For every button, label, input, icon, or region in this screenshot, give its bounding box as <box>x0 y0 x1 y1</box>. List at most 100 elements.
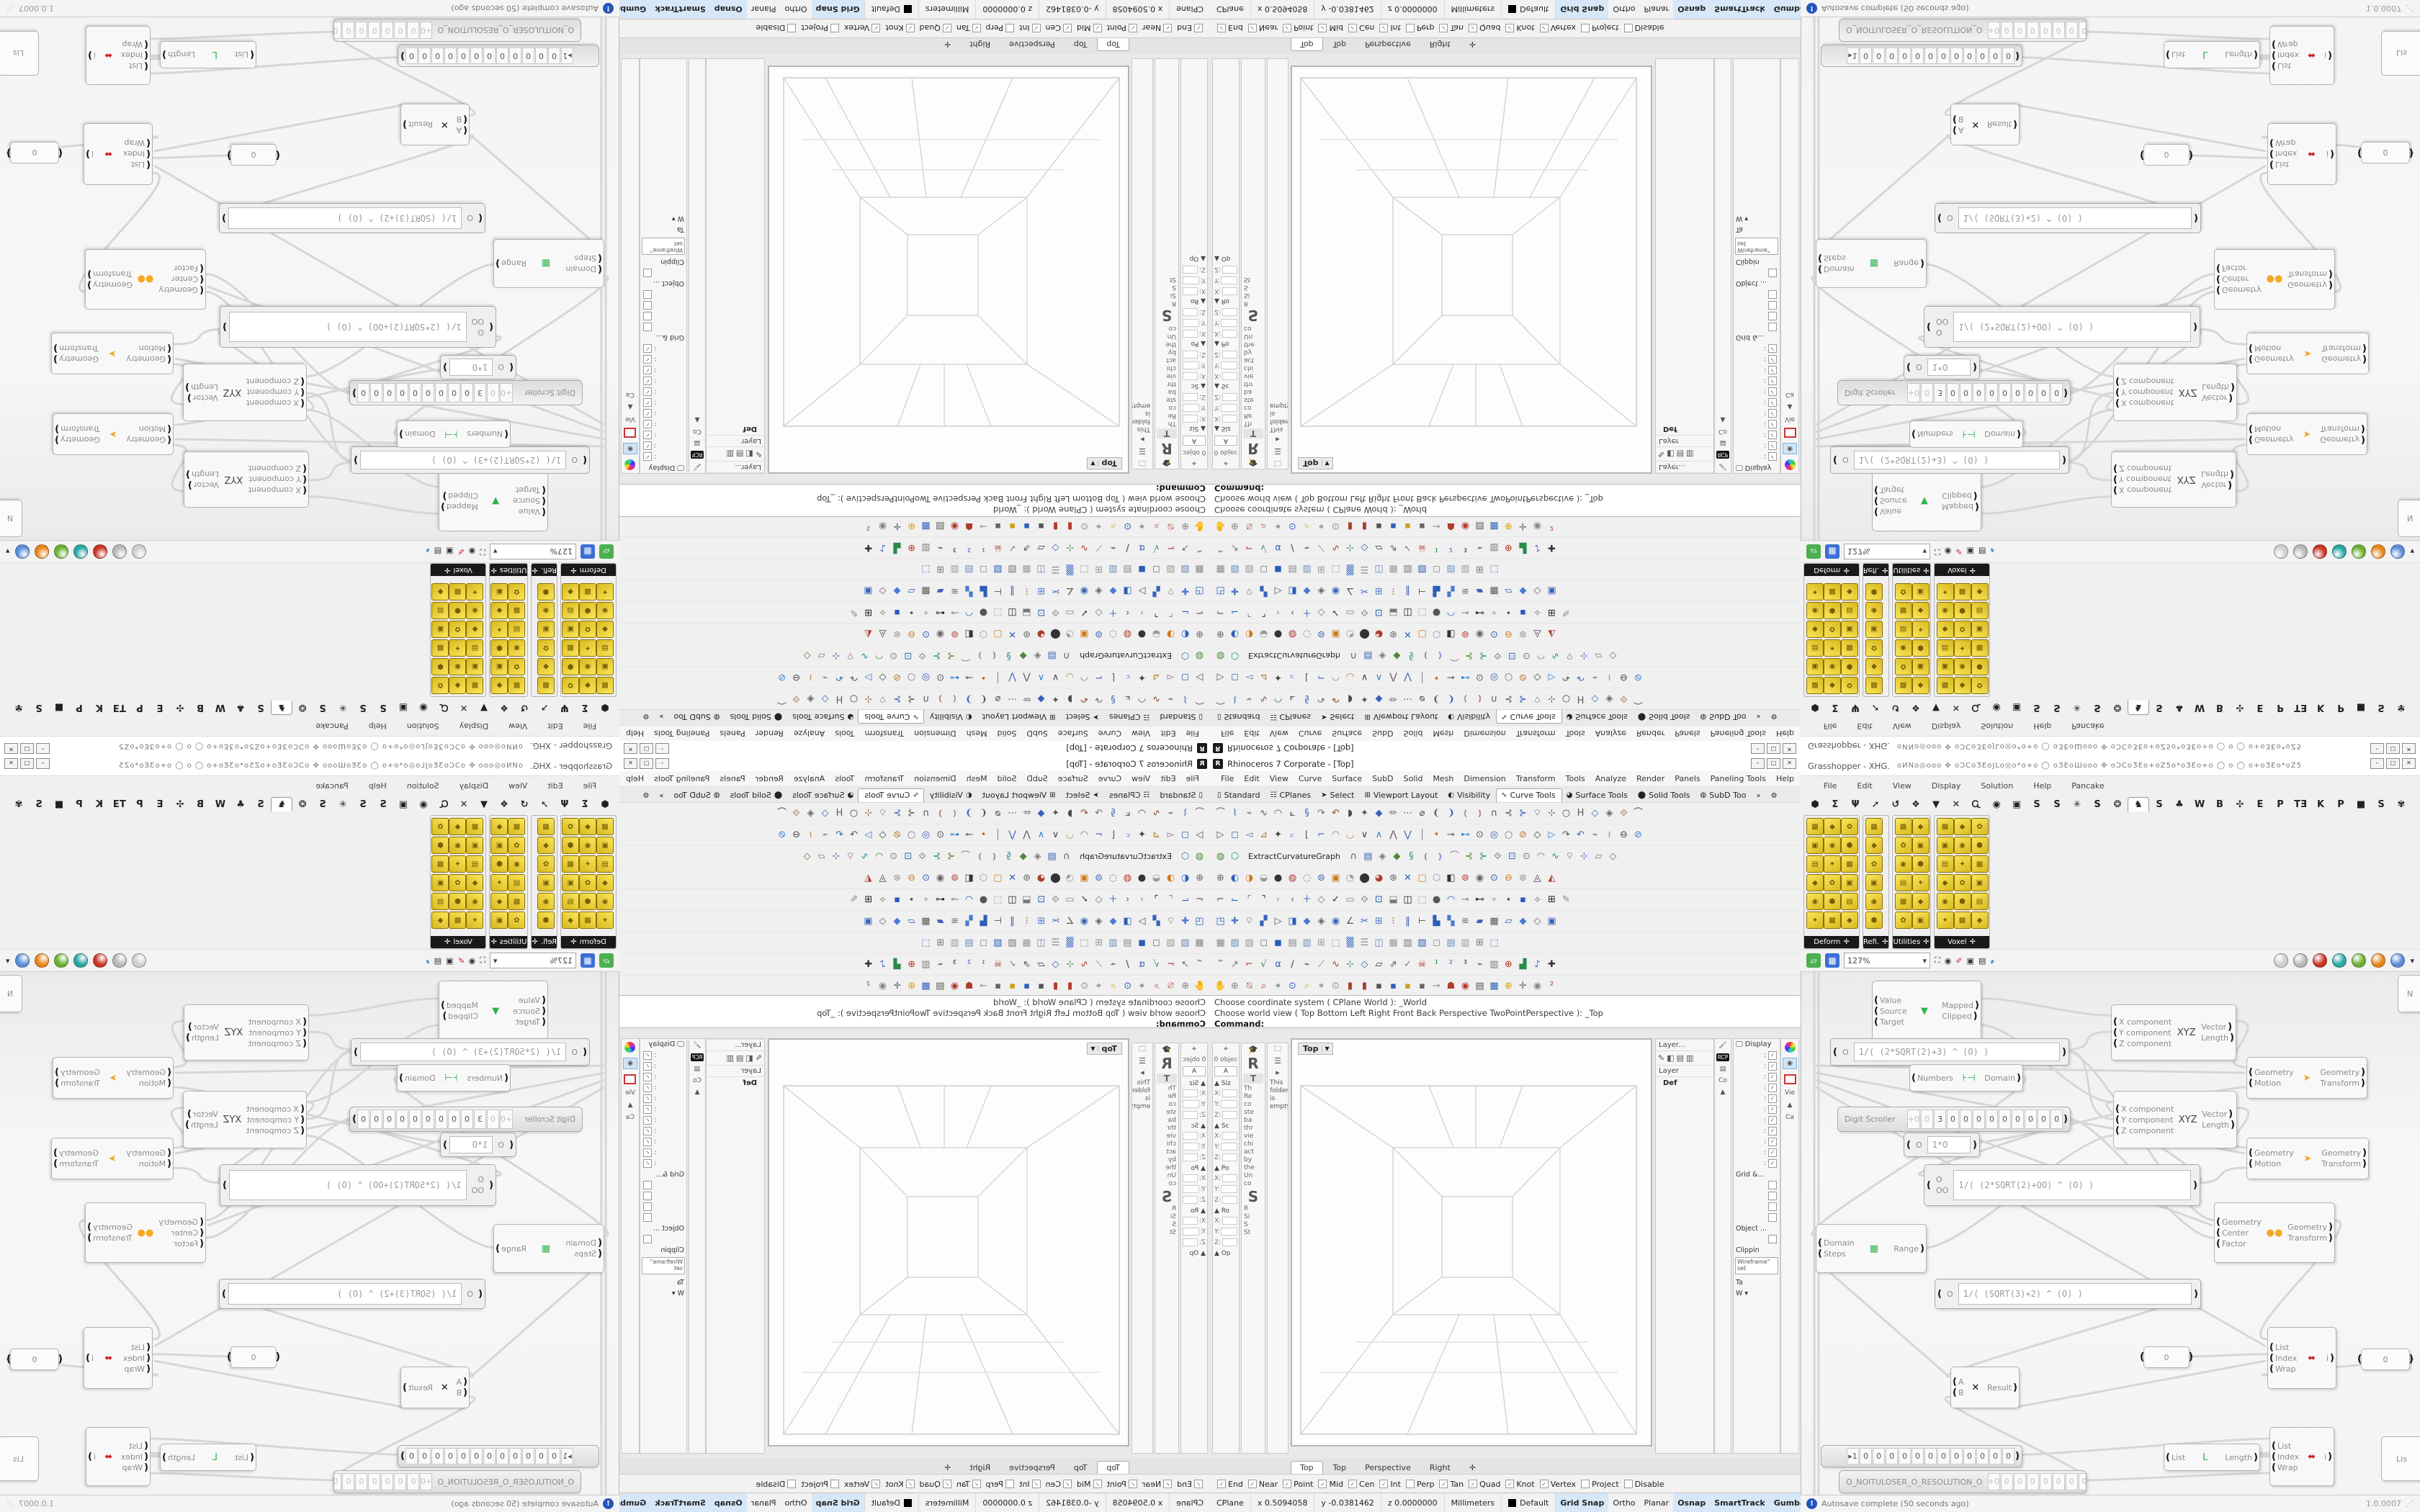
panel-boxedit[interactable]: ⌖ 0 objec A ▲ Siz X: Y: Z: ▲ Sc X: Y: Z: ▲ Po X: Y: Z:… <box>1180 58 1208 469</box>
panel-icon-strip[interactable]: 🖌 RCP ▤ Co ▲ <box>689 1038 706 1454</box>
toolbar-icon[interactable]: ⌔ <box>878 807 887 819</box>
input-port[interactable]: (List <box>123 1342 151 1353</box>
component-icon[interactable]: ✿ <box>1953 621 1971 638</box>
gh-tab-23[interactable]: P <box>136 702 143 714</box>
toolbar-icon[interactable]: ⊹ <box>1066 958 1074 970</box>
axis-input[interactable] <box>1222 1132 1237 1140</box>
remap-numbers[interactable]: (Value(Source(Target ▼ Mapped) Clipped) <box>439 981 548 1041</box>
gh-canvas[interactable]: (Value(Source(Target ▼ Mapped) Clipped)(O 1/… <box>0 972 619 1495</box>
display-mode-dropdown[interactable]: Wireframe" set <box>1735 1257 1778 1274</box>
toolbar-icon[interactable]: ‹ <box>1125 607 1130 618</box>
checkbox-checked[interactable] <box>643 409 652 418</box>
close-button[interactable]: ✕ <box>4 758 18 769</box>
input-port[interactable]: (Z component <box>2113 464 2172 474</box>
output-port[interactable]: Geometry) <box>2320 1067 2365 1078</box>
gh-tab-29[interactable]: ✾ <box>14 798 23 810</box>
color-wheel-icon[interactable] <box>624 1042 636 1053</box>
toolbar-icon[interactable]: ◍ <box>1195 650 1204 662</box>
color-wheel-icon[interactable] <box>624 459 636 470</box>
canvas-tool-icon[interactable]: ✐ <box>1955 955 1963 966</box>
scroller-digit[interactable]: 0 <box>1912 47 1924 65</box>
scroller-digit[interactable]: 0 <box>2051 383 2063 402</box>
toolbar-icon[interactable]: ⌐ <box>1317 672 1325 683</box>
toolbar-icon[interactable]: ⊞ <box>1317 564 1325 575</box>
toolbar-icon[interactable]: ⌊ <box>1304 829 1309 840</box>
checkbox-unchecked[interactable] <box>643 1191 652 1200</box>
toolbar-icon[interactable]: ◇ <box>1317 607 1325 618</box>
toolbar-icon[interactable]: ⊘ <box>1634 672 1642 683</box>
preview-mode-icon[interactable] <box>131 544 146 559</box>
scroller-digit[interactable]: 0 <box>2052 1472 2065 1491</box>
checkbox-checked[interactable] <box>1031 24 1041 32</box>
toolbar-icon[interactable]: ↷ <box>1562 672 1570 683</box>
toolbar-icon[interactable]: ◇ <box>1052 958 1059 970</box>
gh-tab-0[interactable]: ⬢ <box>1811 798 1819 810</box>
toolbar-icon[interactable]: ⬤ <box>1050 629 1061 640</box>
toolbar-icon[interactable]: ⌒ <box>1215 693 1225 705</box>
input-port[interactable]: (Value <box>1874 507 1907 518</box>
input-port[interactable]: (Index <box>2269 149 2297 160</box>
section-header[interactable]: ▲ Op <box>1189 255 1206 262</box>
scroller-digit[interactable]: 0 <box>408 1110 421 1129</box>
toolbar-icon[interactable]: ✓ <box>1332 894 1340 905</box>
output-port[interactable]: Transform) <box>55 423 100 434</box>
axis-input[interactable] <box>1183 1228 1199 1236</box>
toolbar-icon[interactable]: α <box>1275 542 1281 554</box>
output-port[interactable]: Vector) <box>186 1022 219 1032</box>
toolbar-icon[interactable]: ◇ <box>803 650 811 662</box>
rcp-chip[interactable]: RCP <box>1716 451 1730 459</box>
toolbar-icon[interactable]: ▦ <box>1022 937 1031 948</box>
toolbar-icon[interactable]: ∨ <box>1052 672 1059 683</box>
move[interactable]: (Geometry(Motion ➤ Geometry) Transform) <box>53 1057 174 1099</box>
toolbar-icon[interactable]: ⋁ <box>1008 829 1016 840</box>
toolbar-icon[interactable]: ◆ <box>1037 807 1045 819</box>
checkbox-checked[interactable] <box>972 24 981 32</box>
preview-mode-icon[interactable] <box>2274 953 2289 968</box>
toolbar-icon[interactable]: ✂ <box>1052 585 1059 597</box>
component-icon[interactable]: ▣ <box>1841 621 1858 638</box>
toolbar-icon[interactable]: ◠ <box>1446 607 1456 618</box>
component-icon[interactable]: ▣ <box>1865 874 1883 891</box>
toolbar-icon[interactable]: ∠ <box>1065 585 1075 597</box>
toolbar-icon[interactable]: ⊕ <box>1505 521 1512 532</box>
extract-curvature-graph-button[interactable]: ExtractCurvatureGraph <box>1248 852 1340 861</box>
toolbar-icon[interactable]: ▷ <box>1548 672 1556 683</box>
toolbar-icon[interactable]: ▢ <box>1417 872 1427 883</box>
maximize-button[interactable]: □ <box>1767 758 1780 769</box>
scroller-digit[interactable]: 0 <box>2065 1472 2078 1491</box>
gh-tab-0[interactable]: ⬢ <box>601 702 609 714</box>
output-port[interactable]: Transform) <box>53 1158 99 1169</box>
toolbar-icon[interactable]: ◫ <box>1374 564 1384 575</box>
gh-tab-24[interactable]: TƎ <box>113 702 126 714</box>
component-icon[interactable]: ▣ <box>431 874 449 891</box>
output-port[interactable]: Geometry) <box>53 354 99 364</box>
gh-tab-22[interactable]: E <box>2257 798 2264 810</box>
input-port[interactable]: (Geometry <box>126 1148 171 1158</box>
toolbar-icon[interactable]: ⊹ <box>1066 542 1074 554</box>
canvas-tool-icon[interactable]: ҂ <box>1990 955 1994 966</box>
output-port[interactable]: Transform) <box>2321 1158 2367 1169</box>
toolbar-icon[interactable]: ⬓ <box>1389 607 1398 618</box>
toolbar-icon[interactable]: ⌁ <box>937 542 944 554</box>
toolbar-icon[interactable]: ◍ <box>1288 629 1297 640</box>
digit-scroller[interactable]: ▸1 0 0 0 0 0 0 0 0 0 0 0 0) <box>1821 45 2022 67</box>
menu-item-view[interactable]: View <box>1131 773 1151 783</box>
toolbar-icon[interactable]: ◭ <box>1548 629 1556 640</box>
toolbar-icon[interactable]: ⌒ <box>1195 807 1205 819</box>
gh-tab-2[interactable]: Ψ <box>560 798 569 810</box>
gh-tab-18[interactable]: ♣ <box>236 702 245 714</box>
scroller-digit[interactable]: 0 <box>1976 47 1989 65</box>
checkbox-checked[interactable] <box>1469 1480 1478 1488</box>
gh-tab-4[interactable]: ↺ <box>520 702 529 714</box>
scroller-digit[interactable]: 0 <box>1999 383 2012 402</box>
status-toggle-ortho[interactable]: Ortho <box>784 1498 807 1508</box>
osnap-int[interactable]: Int <box>1379 1480 1401 1489</box>
toolbar-icon[interactable]: ◔ <box>1065 629 1075 640</box>
toolbar-icon[interactable]: H <box>1577 807 1585 819</box>
layer-default-row[interactable]: Def <box>743 425 757 433</box>
toolbar-icon[interactable]: ⊕ <box>908 980 915 991</box>
toolbar-icon[interactable]: ◬ <box>879 872 887 883</box>
toolbar-icon[interactable]: ¹ <box>1434 958 1439 970</box>
toolbar-icon[interactable]: ▪ <box>1390 521 1397 532</box>
toolbar-icon[interactable]: ▚ <box>965 915 973 927</box>
